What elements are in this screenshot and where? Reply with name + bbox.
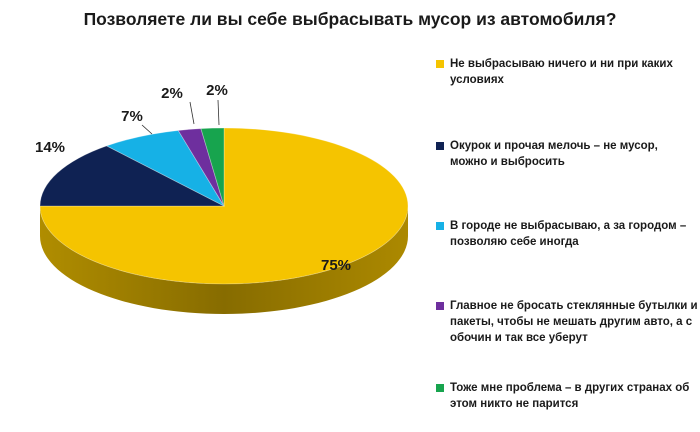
slice-value-label: 7% — [121, 108, 143, 125]
pie-slice — [39, 145, 225, 207]
chart-title: Позволяете ли вы себе выбрасывать мусор … — [83, 9, 617, 29]
slice-value-label: 2% — [206, 82, 228, 99]
legend-swatch — [436, 302, 444, 310]
legend-label: Окурок и прочая мелочь – не мусор, можно… — [450, 140, 658, 168]
pie-chart: 75% 14% 7% 2% 2% — [35, 82, 409, 314]
pie-slice-side — [40, 206, 408, 314]
legend-label: В городе не выбрасываю, а за городом – п… — [450, 220, 687, 248]
slice-value-label: 14% — [35, 139, 65, 156]
legend-swatch — [436, 142, 444, 150]
legend-swatch — [436, 384, 444, 392]
legend-item: Тоже мне проблема – в других странах об … — [436, 380, 698, 412]
slice-label-leader — [189, 101, 195, 125]
legend-item: Окурок и прочая мелочь – не мусор, можно… — [436, 138, 698, 170]
pie-slice — [39, 127, 409, 285]
legend-swatch — [436, 222, 444, 230]
legend-label: Тоже мне проблема – в других странах об … — [450, 382, 690, 410]
slice-value-label: 75% — [321, 257, 351, 274]
pie-slice — [105, 130, 226, 207]
slice-label-leader — [217, 99, 220, 126]
pie-slice — [177, 128, 225, 207]
pie-slice — [200, 127, 225, 207]
legend-label: Не выбрасываю ничего и ни при каких усло… — [450, 58, 673, 86]
legend: Не выбрасываю ничего и ни при каких усло… — [436, 0, 698, 432]
slice-value-label: 2% — [161, 85, 183, 102]
legend-item: Главное не бросать стеклянные бутылки и … — [436, 298, 698, 346]
legend-swatch — [436, 60, 444, 68]
slice-label-leader — [141, 124, 153, 135]
legend-label: Главное не бросать стеклянные бутылки и … — [450, 300, 698, 344]
legend-item: В городе не выбрасываю, а за городом – п… — [436, 218, 698, 250]
legend-item: Не выбрасываю ничего и ни при каких усло… — [436, 56, 698, 88]
